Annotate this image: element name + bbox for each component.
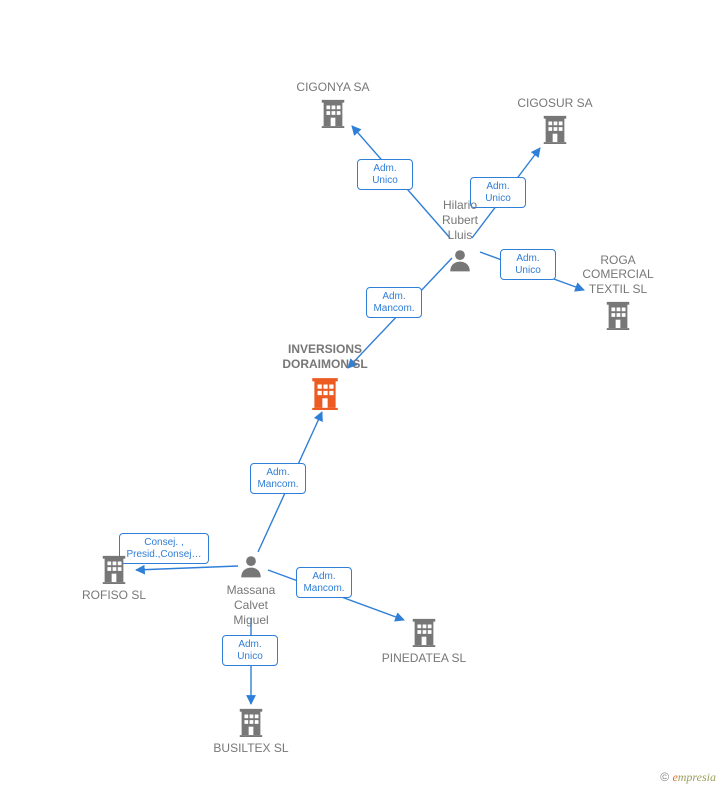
node-label-center: INVERSIONS DORAIMON SL bbox=[255, 342, 395, 372]
node-roga[interactable]: ROGA COMERCIAL TEXTIL SL bbox=[548, 253, 688, 330]
building-icon-wrap bbox=[181, 707, 321, 737]
node-label-busiltex: BUSILTEX SL bbox=[181, 741, 321, 755]
person-icon bbox=[238, 553, 264, 579]
node-massana[interactable]: Massana Calvet Miguel bbox=[181, 553, 321, 628]
copyright: © empresia bbox=[660, 770, 716, 785]
node-label-massana: Massana Calvet Miguel bbox=[181, 583, 321, 628]
node-label-cigosur: CIGOSUR SA bbox=[485, 96, 625, 110]
building-icon bbox=[540, 114, 570, 144]
building-icon bbox=[409, 617, 439, 647]
building-icon-wrap bbox=[255, 376, 395, 410]
building-icon-wrap bbox=[548, 300, 688, 330]
node-label-rofiso: ROFISO SL bbox=[44, 588, 184, 602]
node-label-roga: ROGA COMERCIAL TEXTIL SL bbox=[548, 253, 688, 296]
person-icon bbox=[447, 247, 473, 273]
building-icon-wrap bbox=[485, 114, 625, 144]
brand-rest: mpresia bbox=[678, 770, 716, 784]
node-cigonya[interactable]: CIGONYA SA bbox=[263, 80, 403, 128]
building-icon bbox=[603, 300, 633, 330]
node-label-cigonya: CIGONYA SA bbox=[263, 80, 403, 94]
node-busiltex[interactable]: BUSILTEX SL bbox=[181, 707, 321, 755]
building-icon bbox=[236, 707, 266, 737]
person-icon-wrap bbox=[390, 247, 530, 273]
node-rofiso[interactable]: ROFISO SL bbox=[44, 554, 184, 602]
edge-label-massana-busiltex: Adm. Unico bbox=[222, 635, 278, 666]
copyright-symbol: © bbox=[660, 770, 669, 784]
node-cigosur[interactable]: CIGOSUR SA bbox=[485, 96, 625, 144]
node-label-hilario: Hilario Rubert Lluis bbox=[390, 198, 530, 243]
edge-label-hilario-center: Adm. Mancom. bbox=[366, 287, 422, 318]
building-icon bbox=[99, 554, 129, 584]
node-label-pinedatea: PINEDATEA SL bbox=[354, 651, 494, 665]
building-icon bbox=[318, 98, 348, 128]
node-center[interactable]: INVERSIONS DORAIMON SL bbox=[255, 342, 395, 410]
person-icon-wrap bbox=[181, 553, 321, 579]
edge-label-hilario-cigonya: Adm. Unico bbox=[357, 159, 413, 190]
diagram-canvas: Adm. Mancom.Adm. UnicoAdm. UnicoAdm. Uni… bbox=[0, 0, 728, 795]
building-icon-wrap bbox=[354, 617, 494, 647]
building-icon bbox=[308, 376, 342, 410]
building-icon-wrap bbox=[263, 98, 403, 128]
node-hilario[interactable]: Hilario Rubert Lluis bbox=[390, 198, 530, 273]
node-pinedatea[interactable]: PINEDATEA SL bbox=[354, 617, 494, 665]
edge-label-massana-center: Adm. Mancom. bbox=[250, 463, 306, 494]
building-icon-wrap bbox=[44, 554, 184, 584]
